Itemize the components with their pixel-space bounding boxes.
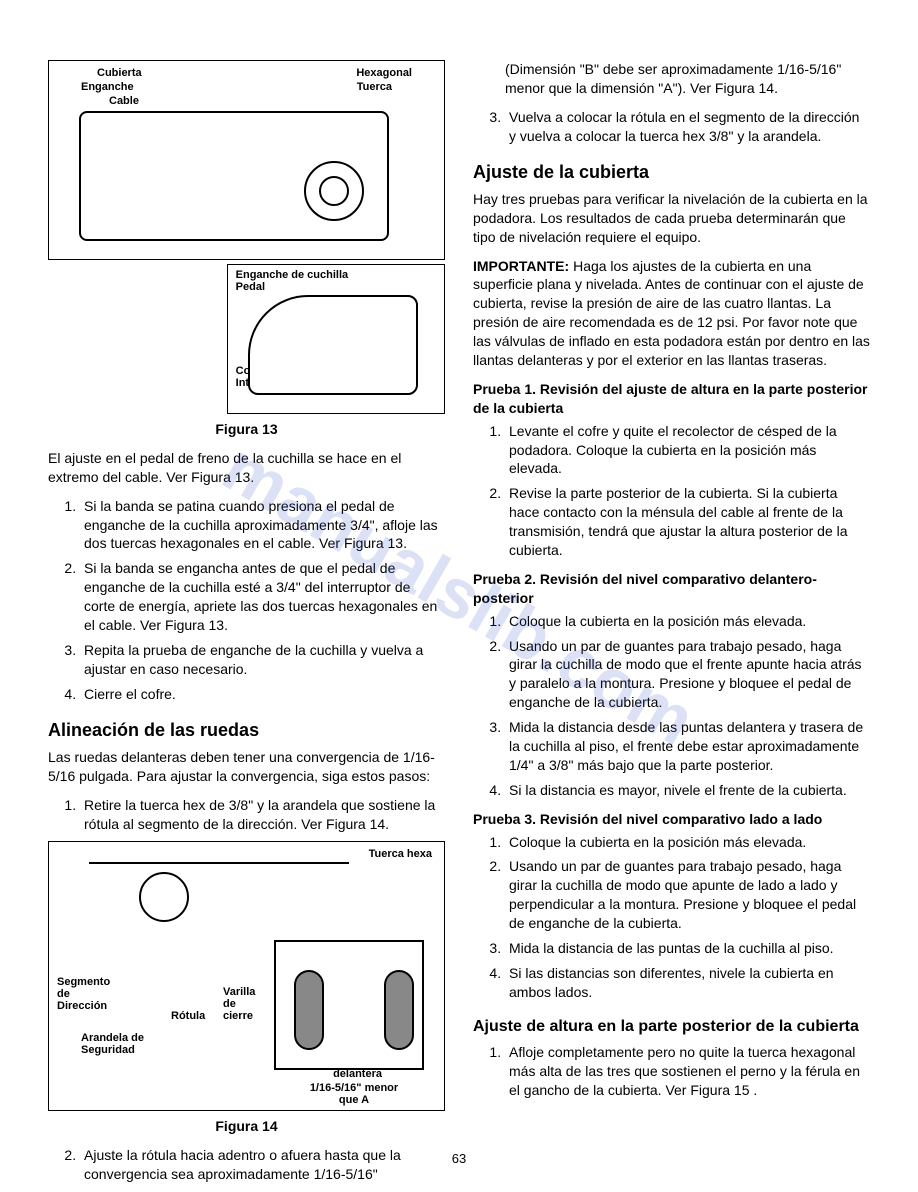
list-item: Mida la distancia desde las puntas delan… (505, 718, 870, 775)
deck-adjust-text: Hay tres pruebas para verificar la nivel… (473, 190, 870, 247)
fig13-label-hexagonal: Hexagonal (354, 67, 414, 79)
heading-deck-adjust: Ajuste de la cubierta (473, 160, 870, 184)
fig13-label-tuerca: Tuerca (355, 81, 394, 93)
list-item: Repita la prueba de enganche de la cuchi… (80, 641, 445, 679)
list-item: Si las distancias son diferentes, nivele… (505, 964, 870, 1002)
fig13-label-pedal: Pedal (234, 281, 267, 293)
fig14-label-dim: 1/16-5/16" menor que A (304, 1082, 404, 1106)
alignment-list-cont-3: Vuelva a colocar la rótula en el segment… (473, 108, 870, 146)
heading-wheel-alignment: Alineación de las ruedas (48, 718, 445, 742)
list-item: Mida la distancia de las puntas de la cu… (505, 939, 870, 958)
list-item: Si la distancia es mayor, nivele el fren… (505, 781, 870, 800)
prueba3-heading: Prueba 3. Revisión del nivel comparativo… (473, 810, 870, 829)
list-item: Si la banda se patina cuando presiona el… (80, 497, 445, 554)
align-paragraph: Las ruedas delanteras deben tener una co… (48, 748, 445, 786)
list-item: Si la banda se engancha antes de que el … (80, 559, 445, 635)
fig13-label-cubierta: Cubierta (95, 67, 144, 79)
fig14-label-varilla: Varilla de cierre (221, 986, 265, 1022)
left-column: Cubierta Enganche Cable Hexagonal Tuerca… (48, 60, 445, 1192)
alignment-list: Retire la tuerca hex de 3/8" y la arande… (48, 796, 445, 834)
fig14-label-tuerca: Tuerca hexa (367, 848, 434, 860)
important-text: Haga los ajustes de la cubierta en una s… (473, 258, 870, 368)
fig14-label-arandela: Arandela de Seguridad (79, 1032, 159, 1056)
adjustment-list-1: Si la banda se patina cuando presiona el… (48, 497, 445, 704)
continuation-text: (Dimensión "B" debe ser aproximadamente … (473, 60, 870, 98)
figure-14: Tuerca hexa Segmento de Dirección Rótula… (48, 841, 445, 1111)
list-item: Usando un par de guantes para trabajo pe… (505, 637, 870, 713)
prueba2-list: Coloque la cubierta en la posición más e… (473, 612, 870, 800)
prueba1-heading: Prueba 1. Revisión del ajuste de altura … (473, 380, 870, 418)
list-item: Afloje completamente pero no quite la tu… (505, 1043, 870, 1100)
page-number: 63 (0, 1150, 918, 1168)
list-item: Usando un par de guantes para trabajo pe… (505, 857, 870, 933)
figure-13-bottom: Enganche de cuchilla Pedal Corte de ener… (227, 264, 445, 414)
figure-14-caption: Figura 14 (48, 1117, 445, 1136)
fig13-label-cable: Cable (107, 95, 141, 107)
list-item: Cierre el cofre. (80, 685, 445, 704)
prueba1-list: Levante el cofre y quite el recolector d… (473, 422, 870, 560)
fig14-label-segmento: Segmento de Dirección (55, 976, 125, 1012)
fig13-label-enganche-cuchilla: Enganche de cuchilla (234, 269, 350, 281)
list-item: Vuelva a colocar la rótula en el segment… (505, 108, 870, 146)
figure-13-caption: Figura 13 (48, 420, 445, 439)
altura-list: Afloje completamente pero no quite la tu… (473, 1043, 870, 1100)
heading-rear-height: Ajuste de altura en la parte posterior d… (473, 1016, 870, 1038)
list-item: Coloque la cubierta en la posición más e… (505, 612, 870, 631)
list-item: Retire la tuerca hex de 3/8" y la arande… (80, 796, 445, 834)
prueba2-heading: Prueba 2. Revisión del nivel comparativo… (473, 570, 870, 608)
important-note: IMPORTANTE: Haga los ajustes de la cubie… (473, 257, 870, 370)
list-item: Revise la parte posterior de la cubierta… (505, 484, 870, 560)
page-content: Cubierta Enganche Cable Hexagonal Tuerca… (48, 60, 870, 1192)
list-item: Coloque la cubierta en la posición más e… (505, 833, 870, 852)
fig13-label-enganche: Enganche (79, 81, 136, 93)
figure-13-top: Cubierta Enganche Cable Hexagonal Tuerca (48, 60, 445, 260)
list-item: Levante el cofre y quite el recolector d… (505, 422, 870, 479)
right-column: (Dimensión "B" debe ser aproximadamente … (473, 60, 870, 1192)
prueba3-list: Coloque la cubierta en la posición más e… (473, 833, 870, 1002)
important-label: IMPORTANTE: (473, 258, 569, 274)
fig14-label-rotula: Rótula (169, 1010, 207, 1022)
intro-paragraph: El ajuste en el pedal de freno de la cuc… (48, 449, 445, 487)
